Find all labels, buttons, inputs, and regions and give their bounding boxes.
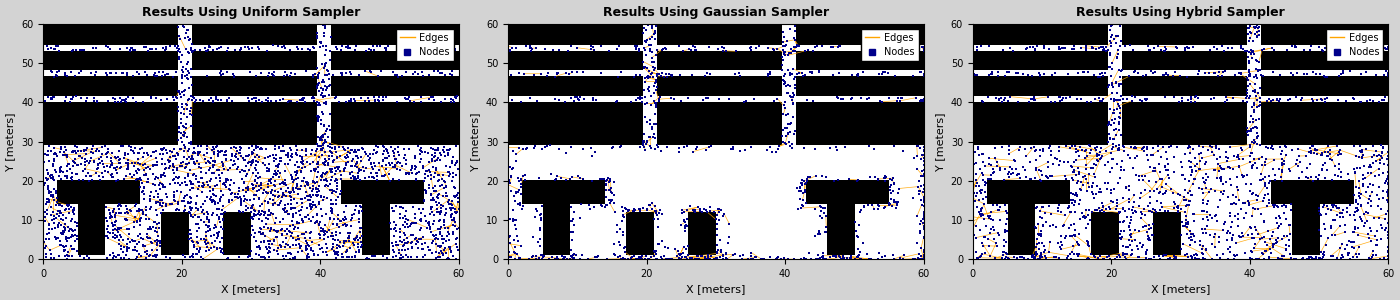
X-axis label: X [meters]: X [meters]	[221, 284, 280, 294]
Y-axis label: Y [meters]: Y [meters]	[470, 112, 480, 171]
Legend: Edges, Nodes: Edges, Nodes	[396, 29, 454, 62]
Title: Results Using Uniform Sampler: Results Using Uniform Sampler	[141, 6, 360, 19]
Title: Results Using Gaussian Sampler: Results Using Gaussian Sampler	[603, 6, 829, 19]
Legend: Edges, Nodes: Edges, Nodes	[1326, 29, 1383, 62]
Y-axis label: Y [meters]: Y [meters]	[6, 112, 15, 171]
X-axis label: X [meters]: X [meters]	[1151, 284, 1210, 294]
Y-axis label: Y [meters]: Y [meters]	[935, 112, 945, 171]
Legend: Edges, Nodes: Edges, Nodes	[861, 29, 918, 62]
X-axis label: X [meters]: X [meters]	[686, 284, 745, 294]
Title: Results Using Hybrid Sampler: Results Using Hybrid Sampler	[1077, 6, 1285, 19]
